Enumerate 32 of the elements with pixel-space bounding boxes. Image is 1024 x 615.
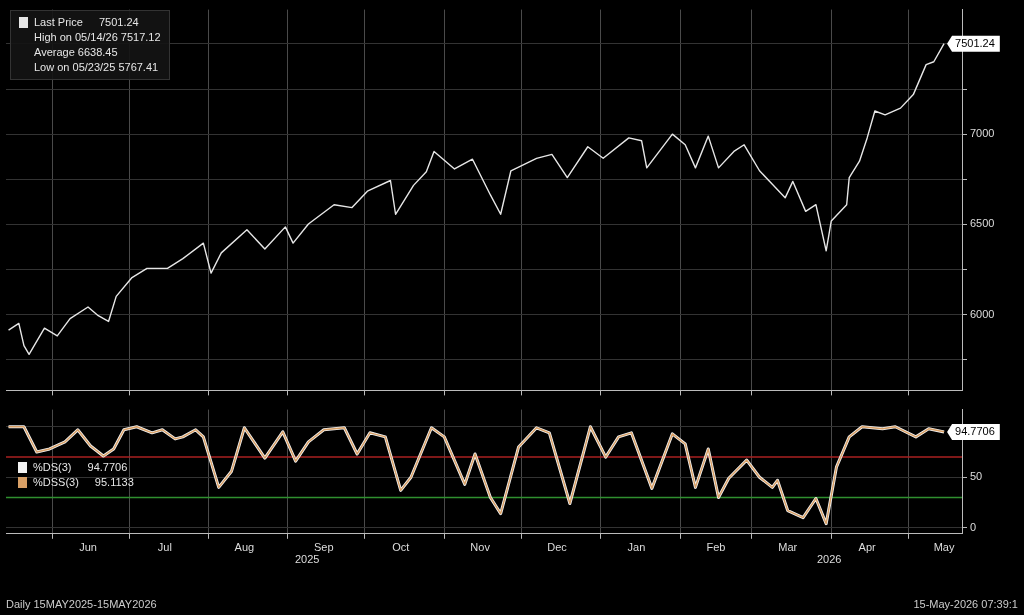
legend-label: %DS(3) [33,460,72,475]
x-tick-label: Nov [470,541,491,554]
y-tick-label: 6500 [970,217,995,230]
text: Daily 15MAY2025-15MAY2026 [6,598,157,610]
x-tick-label: Sep [314,541,334,554]
data-label: 94.7706 [955,425,995,438]
x-tick-label: May [933,541,955,554]
annotation: 95.1133 [94,475,134,490]
text: 2025 [295,553,320,565]
y-tick-label: 7000 [970,127,995,140]
x-tick-label: Jan [627,541,646,554]
annotation: Low on 05/23/25 5767.41 [33,60,160,75]
x-tick-label: Dec [547,541,568,554]
data-label: 7501.24 [955,36,995,49]
x-tick-label: Jun [79,541,97,554]
annotation: High on 05/14/26 7517.12 [33,30,161,45]
y-tick-label: 6000 [970,307,995,320]
x-tick-label: Feb [706,541,726,554]
y-tick-label: 50 [970,470,983,483]
x-tick-label: Mar [778,541,798,554]
legend-label: Last Price [34,15,83,30]
annotation: Average 6638.45 [33,45,119,60]
x-tick-label: Aug [234,541,255,554]
annotation: 7501.24 [98,15,139,30]
text: 15-May-2026 07:39:1 [913,598,1018,610]
x-tick-label: Jul [157,541,172,554]
legend-label: %DSS(3) [33,475,79,490]
x-tick-label: Oct [392,541,410,554]
x-tick-label: Apr [858,541,877,554]
annotation: 94.7706 [87,460,128,475]
y-tick-label: 0 [970,520,977,533]
text: 2026 [817,553,842,565]
